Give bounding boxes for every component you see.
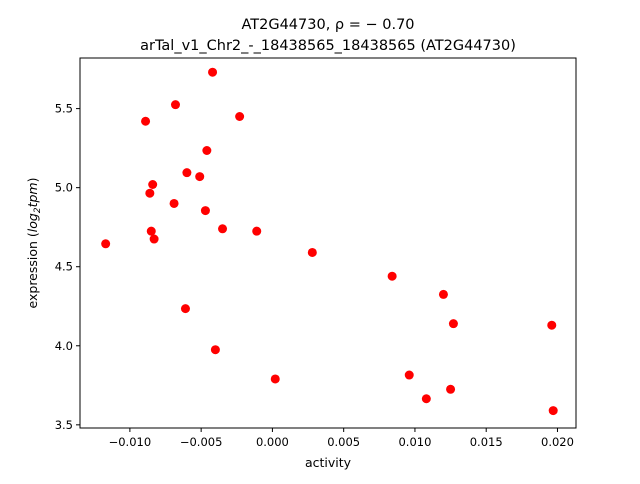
y-axis-label-suffix: ) [25,178,40,183]
data-point-23 [438,289,448,299]
data-point-9 [182,168,192,178]
axes-frame [79,57,577,429]
data-point-12 [202,146,212,155]
x-tick-label-6: 0.020 [541,435,574,449]
data-point-4 [148,180,158,189]
data-point-6 [169,198,179,208]
data-point-10 [195,172,205,182]
data-point-13 [208,67,218,77]
data-point-24 [446,384,456,394]
data-point-7 [170,100,180,110]
data-point-17 [252,226,262,236]
data-point-1 [141,116,151,126]
x-tick-label-3: 0.005 [327,435,360,449]
data-point-18 [270,374,280,384]
chart-title-line2: arTal_v1_Chr2_-_18438565_18438565 (AT2G4… [140,38,516,54]
y-axis-label-log: log [25,213,40,232]
y-axis-ticks: 3.5 4.0 4.5 5.0 5.5 [55,102,80,432]
x-tick-label-1: −0.005 [180,435,223,449]
y-tick-label-2: 4.5 [55,260,73,274]
data-point-2 [145,188,155,198]
data-point-3 [146,226,156,236]
data-point-20 [387,271,397,281]
y-tick-label-1: 4.0 [55,339,73,353]
y-tick-label-0: 3.5 [55,418,73,432]
y-axis-label-subscript: 2 [33,207,43,213]
x-axis-label: activity [305,455,352,470]
data-point-26 [547,320,557,330]
data-point-15 [218,224,228,234]
y-axis-label: expression (log2tpm) [25,178,43,309]
data-point-11 [200,206,210,216]
data-point-22 [421,394,431,404]
data-point-8 [180,304,190,314]
chart-title-line1: AT2G44730, ρ = − 0.70 [241,17,414,33]
data-point-5 [149,234,159,244]
y-axis-label-prefix: expression ( [25,232,40,308]
y-tick-label-4: 5.5 [55,102,73,116]
data-point-19 [307,247,317,257]
x-tick-label-5: 0.015 [470,435,503,449]
data-point-27 [548,406,558,416]
x-tick-label-2: 0.000 [256,435,289,449]
x-tick-label-4: 0.010 [398,435,431,449]
x-axis-ticks: −0.010 −0.005 0.000 0.005 0.010 0.015 0.020 [109,428,574,449]
data-point-25 [448,319,458,329]
data-point-21 [404,370,414,380]
x-tick-label-0: −0.010 [109,435,152,449]
y-tick-label-3: 5.0 [55,181,73,195]
data-point-0 [101,239,111,249]
data-point-16 [235,112,245,121]
plot-area [101,67,558,416]
y-axis-label-tpm: tpm [25,182,40,207]
data-point-14 [210,345,220,355]
